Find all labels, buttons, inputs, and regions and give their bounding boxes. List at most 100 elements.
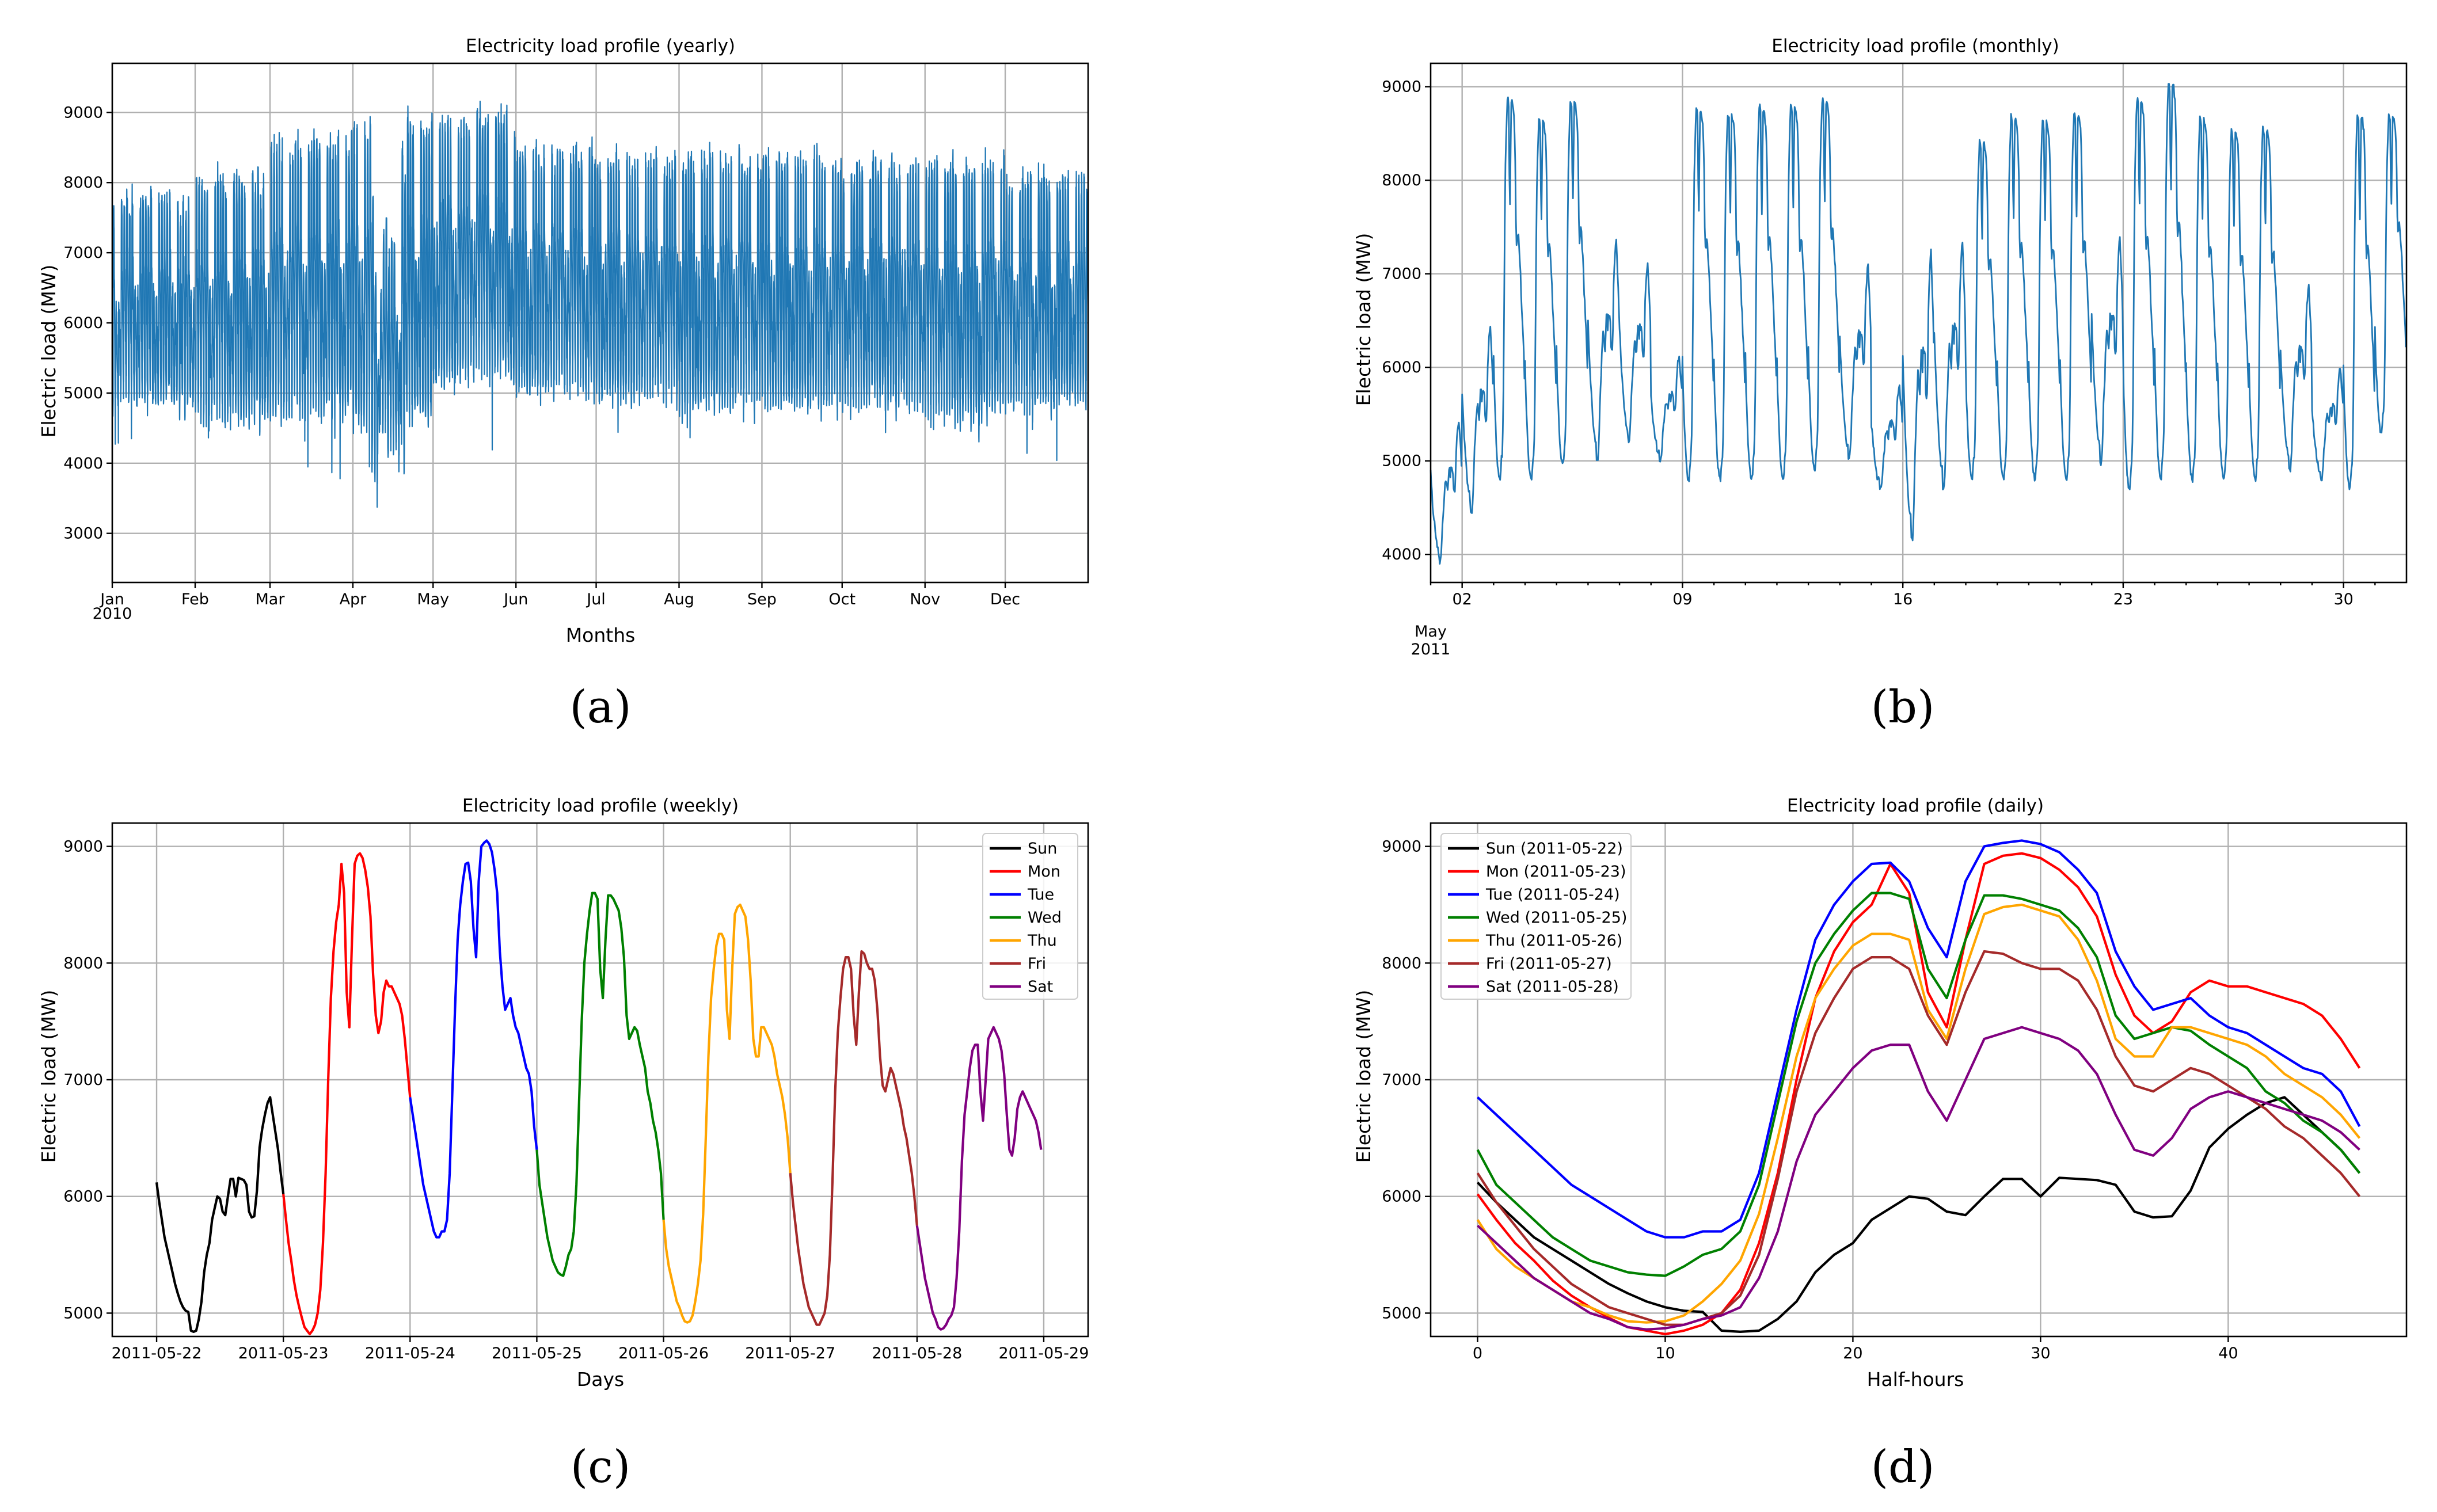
chart-d-legend-label-tue: Tue (2011-05-24): [1485, 886, 1620, 904]
chart-b-xtick-label-4: 30: [2333, 591, 2353, 608]
chart-a-xtick-label-3: Apr: [340, 591, 367, 608]
panel-label-c: (c): [571, 1441, 631, 1493]
chart-b-xtick-label-0: 02: [1452, 591, 1472, 608]
chart-c-legend-label-sun: Sun: [1028, 840, 1057, 858]
chart-a-ytick-label-6: 9000: [63, 104, 103, 121]
chart-a-ytick-label-5: 8000: [63, 174, 103, 192]
chart-c-line-sun: [155, 1096, 285, 1333]
chart-a-xtick-label-11: Dec: [990, 591, 1020, 608]
chart-a-xtick-label-9: Oct: [828, 591, 856, 608]
chart-b-xtick-label-2: 16: [1893, 591, 1913, 608]
chart-a-xtick-label-4: May: [417, 591, 449, 608]
chart-c-xtick-label-2: 2011-05-24: [365, 1345, 455, 1362]
chart-d-ytick-label-1: 6000: [1382, 1188, 1421, 1206]
chart-b-month-label: May: [1415, 623, 1447, 641]
chart-c-xlabel: Days: [577, 1368, 624, 1391]
chart-b-ytick-label-5: 9000: [1382, 78, 1421, 96]
chart-d-legend-label-sun: Sun (2011-05-22): [1486, 840, 1623, 858]
chart-a-xtick-label-5: Jun: [503, 591, 528, 608]
chart-c-legend-label-sat: Sat: [1028, 978, 1053, 996]
chart-c-title: Electricity load profile (weekly): [462, 795, 739, 816]
chart-c-line-mon: [282, 852, 412, 1335]
chart-c-legend-label-mon: Mon: [1028, 863, 1060, 881]
chart-b-ytick-label-0: 4000: [1382, 546, 1421, 563]
chart-a-xtick-label-7: Aug: [664, 591, 694, 608]
panel-label-a: (a): [569, 681, 631, 733]
chart-d-daily: Electricity load profile (daily) Half-ho…: [1352, 795, 2408, 1493]
chart-a-xtick-label-2: Mar: [256, 591, 286, 608]
chart-d-xtick-label-0: 0: [1473, 1345, 1482, 1362]
chart-c-ytick-label-1: 6000: [63, 1188, 103, 1206]
chart-b-monthly: Electricity load profile (monthly) Elect…: [1352, 36, 2408, 733]
chart-a-xlabel: Months: [566, 624, 636, 646]
chart-a-ytick-label-0: 3000: [63, 525, 103, 543]
chart-d-xtick-label-4: 40: [2218, 1345, 2238, 1362]
chart-d-line-tue: [1477, 839, 2361, 1239]
chart-d-xtick-label-1: 10: [1655, 1345, 1675, 1362]
chart-d-line-thu: [1476, 903, 2361, 1324]
chart-d-frame: [1429, 822, 2408, 1338]
chart-d-line-fri: [1476, 950, 2361, 1326]
chart-c-xtick-label-1: 2011-05-23: [238, 1345, 329, 1362]
chart-b-ytick-label-1: 5000: [1382, 452, 1421, 470]
chart-c-line-sat: [915, 1026, 1043, 1331]
chart-a-ylabel: Electric load (MW): [37, 265, 60, 438]
chart-c-legend-label-thu: Thu: [1027, 932, 1057, 950]
chart-a-ytick-label-4: 7000: [63, 244, 103, 262]
chart-c-legend-label-fri: Fri: [1028, 955, 1046, 973]
chart-c-legend-label-wed: Wed: [1028, 909, 1062, 927]
chart-c-line-tue: [409, 839, 538, 1239]
chart-c-line-wed: [535, 892, 665, 1277]
chart-b-title: Electricity load profile (monthly): [1771, 36, 2059, 56]
chart-c-ylabel: Electric load (MW): [37, 990, 60, 1163]
chart-c-legend-label-tue: Tue: [1027, 886, 1054, 904]
chart-c-ytick-label-4: 9000: [63, 838, 103, 856]
chart-b-ytick-label-3: 7000: [1382, 265, 1421, 283]
chart-c-ytick-label-2: 7000: [63, 1071, 103, 1089]
panel-label-d: (d): [1871, 1441, 1935, 1493]
chart-c-line-fri: [789, 950, 918, 1326]
chart-a-frame: [111, 62, 1089, 584]
chart-c-xtick-label-4: 2011-05-26: [618, 1345, 709, 1362]
chart-d-ytick-label-4: 9000: [1382, 838, 1421, 856]
chart-d-legend-label-fri: Fri (2011-05-27): [1486, 955, 1612, 973]
chart-b-series-line: [1429, 83, 2407, 565]
chart-c-xtick-label-0: 2011-05-22: [112, 1345, 202, 1362]
chart-b-year-label: 2011: [1411, 641, 1451, 658]
chart-a-year-label: 2010: [93, 605, 132, 623]
chart-d-ytick-label-2: 7000: [1382, 1071, 1421, 1089]
chart-b-ytick-label-2: 6000: [1382, 359, 1421, 376]
chart-b-xtick-label-1: 09: [1672, 591, 1692, 608]
chart-c-legend: [982, 833, 1078, 1000]
chart-c-xtick-label-7: 2011-05-29: [998, 1345, 1089, 1362]
chart-d-line-sun: [1476, 1096, 2361, 1333]
panel-label-b: (b): [1871, 681, 1935, 733]
chart-b-ylabel: Electric load (MW): [1352, 233, 1375, 406]
chart-a-ytick-label-1: 4000: [63, 455, 103, 473]
chart-d-legend-label-wed: Wed (2011-05-25): [1486, 909, 1627, 927]
chart-d-legend: [1440, 833, 1632, 1000]
chart-a-ytick-label-2: 5000: [63, 384, 103, 402]
chart-a-series-line: [111, 100, 1089, 563]
chart-a-xtick-label-8: Sep: [747, 591, 777, 608]
chart-a-title: Electricity load profile (yearly): [466, 36, 735, 56]
chart-d-legend-label-thu: Thu (2011-05-26): [1485, 932, 1622, 950]
chart-a-ytick-label-3: 6000: [63, 314, 103, 332]
chart-d-line-sat: [1477, 1026, 2360, 1331]
chart-b-xtick-label-3: 23: [2113, 591, 2133, 608]
chart-a-yearly: Electricity load profile (yearly) Months…: [37, 36, 1089, 733]
chart-a-xtick-label-1: Feb: [181, 591, 209, 608]
chart-d-ytick-label-0: 5000: [1382, 1304, 1421, 1322]
chart-d-legend-label-sat: Sat (2011-05-28): [1486, 978, 1619, 996]
chart-c-xtick-label-6: 2011-05-28: [872, 1345, 962, 1362]
chart-c-ytick-label-3: 8000: [63, 954, 103, 972]
chart-b-ytick-label-4: 8000: [1382, 172, 1421, 189]
chart-d-title: Electricity load profile (daily): [1787, 795, 2044, 816]
chart-d-ytick-label-3: 8000: [1382, 954, 1421, 972]
chart-c-xtick-label-3: 2011-05-25: [492, 1345, 582, 1362]
chart-c-ytick-label-0: 5000: [63, 1304, 103, 1322]
chart-d-ylabel: Electric load (MW): [1352, 990, 1375, 1163]
chart-d-xlabel: Half-hours: [1867, 1368, 1964, 1391]
chart-c-line-thu: [662, 903, 792, 1324]
